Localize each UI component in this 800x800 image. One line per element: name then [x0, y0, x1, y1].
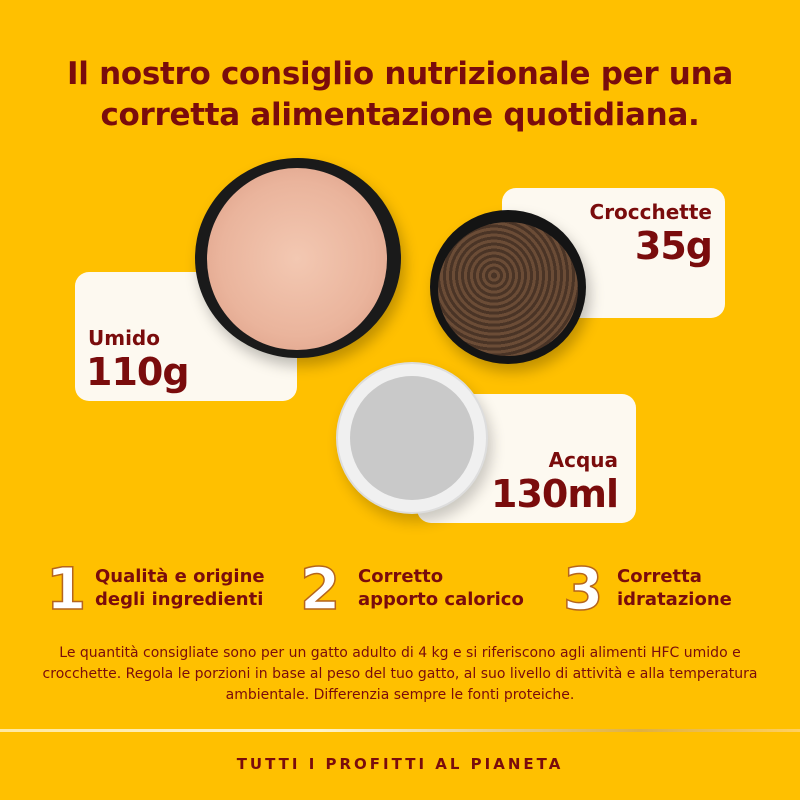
feature-line: Qualità e origine [95, 566, 265, 587]
feature-number-3: 3 [562, 555, 604, 623]
umido-label: Umido [88, 326, 160, 350]
feature-text-3: Corretta idratazione [617, 565, 732, 611]
page-title: Il nostro consiglio nutrizionale per una… [67, 56, 733, 133]
acqua-value: 130ml [491, 472, 619, 516]
water-bowl-image [336, 362, 488, 514]
crocchette-label: Crocchette [589, 200, 712, 224]
crocchette-value: 35g [634, 224, 713, 268]
feature-number-1: 1 [45, 555, 87, 623]
feature-line: apporto calorico [358, 589, 524, 610]
feature-text-1: Qualità e origine degli ingredienti [95, 565, 265, 611]
divider [0, 729, 800, 732]
acqua-label: Acqua [548, 448, 618, 472]
feature-number-2: 2 [299, 555, 341, 623]
disclaimer: Le quantità consigliate sono per un gatt… [42, 645, 758, 703]
feature-line: degli ingredienti [95, 589, 264, 610]
feature-line: idratazione [617, 589, 732, 610]
feature-line: Corretto [358, 566, 444, 587]
feature-line: Corretta [617, 566, 702, 587]
kibble-bowl-image [430, 210, 586, 364]
umido-value: 110g [86, 350, 190, 394]
footer-slogan: TUTTI I PROFITTI AL PIANETA [236, 755, 564, 773]
wet-food-bowl-image [195, 158, 401, 358]
feature-text-2: Corretto apporto calorico [358, 565, 524, 611]
